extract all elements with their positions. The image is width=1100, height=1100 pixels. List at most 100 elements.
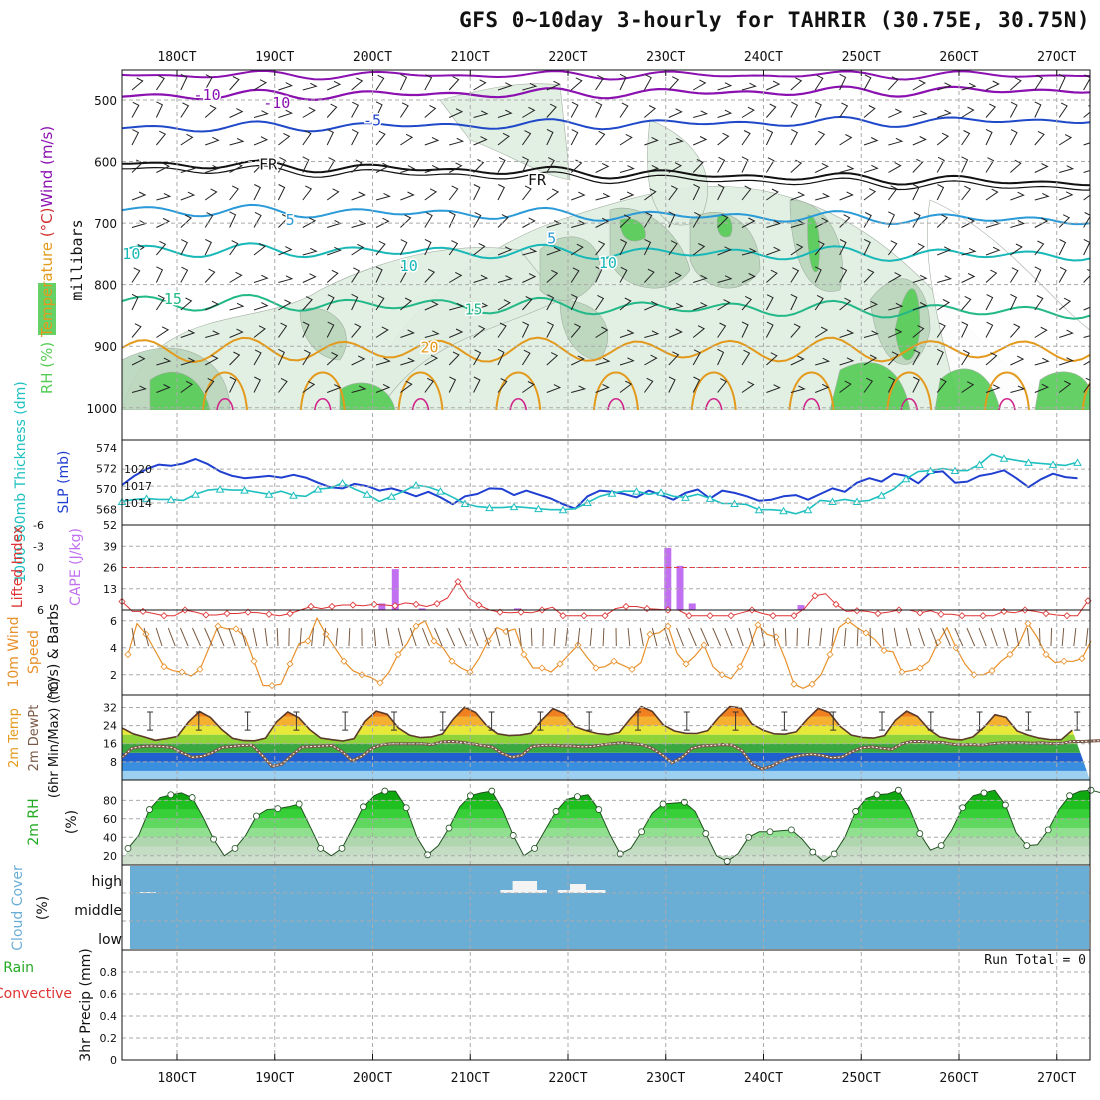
wind-barb — [449, 137, 465, 146]
wind-barb — [741, 217, 756, 228]
wind-barb — [180, 380, 194, 393]
rh-shading — [1034, 371, 1090, 410]
isotherm-25-loop — [495, 371, 542, 410]
wind-barb — [253, 302, 269, 311]
wind-barb — [619, 102, 629, 118]
thickness-point — [558, 505, 568, 514]
surface-wind-barb — [1073, 627, 1077, 647]
isotherm-30-loop — [313, 397, 332, 410]
min-max-bar — [635, 711, 641, 731]
wind-barb — [253, 274, 269, 283]
wind-barb — [766, 103, 777, 118]
wind-barb — [887, 185, 898, 201]
thickness-point — [779, 506, 788, 515]
wind-barb — [156, 162, 171, 173]
slp-tick-label: 1017 — [124, 480, 152, 493]
surface-wind-barb — [942, 627, 951, 647]
thickness-ylabel: 1000-500mb Thickness (dm) — [13, 381, 29, 582]
li-point — [496, 608, 504, 616]
wind-barb — [570, 267, 580, 283]
rh-legend-swatch — [38, 283, 56, 335]
contour-label: 10 — [599, 254, 617, 272]
wind-barb — [497, 109, 513, 118]
wind-barb — [765, 294, 774, 311]
wind-barb — [985, 157, 995, 173]
wind-barb — [302, 349, 311, 366]
wind-barb — [863, 330, 879, 338]
wind-barb — [790, 243, 804, 256]
surface-wind-barb — [506, 627, 512, 647]
min-max-bar — [976, 711, 983, 731]
rh-tick-label: 20 — [103, 850, 117, 863]
wind-barb — [839, 165, 855, 173]
wind-barb — [375, 326, 389, 338]
wind-barb — [961, 273, 976, 283]
wind-barb — [888, 76, 899, 91]
cloud-ylabel-unit: (%) — [35, 896, 51, 920]
wind-point — [808, 680, 816, 688]
contour-label: 15 — [164, 290, 182, 308]
rh-shading — [299, 307, 347, 361]
thickness-point — [656, 488, 666, 496]
wind-barb — [985, 80, 1000, 91]
wind-barb — [936, 156, 945, 173]
wind-barb — [766, 188, 779, 201]
wind-barb — [546, 220, 562, 228]
wind-barb — [546, 188, 560, 201]
cape-bar — [676, 565, 684, 610]
thickness-point — [999, 454, 1009, 462]
wind-point — [340, 657, 348, 665]
wind-barb — [839, 214, 851, 228]
wind-barb — [815, 383, 830, 393]
wind-speed-line — [127, 617, 1092, 689]
contour-label: 10 — [400, 257, 418, 275]
wind-barb — [644, 354, 658, 366]
wind-barb — [326, 157, 336, 173]
wind-barb — [619, 214, 631, 228]
li-point — [727, 612, 735, 620]
wind-barb — [595, 357, 611, 366]
cloud-block — [139, 892, 156, 893]
wind-barb — [204, 238, 212, 256]
wind-point — [520, 650, 528, 659]
wind-barb — [522, 247, 538, 256]
wind-barb — [936, 378, 947, 393]
wind-barb — [278, 299, 292, 311]
li-point — [706, 612, 714, 620]
wind-barb — [131, 77, 144, 91]
wind-barb — [278, 109, 294, 118]
wind-barb — [692, 211, 702, 228]
wind-barb — [961, 185, 972, 201]
wind-barb — [668, 162, 683, 173]
wind-barb — [1059, 329, 1074, 338]
wind-barb — [131, 220, 147, 228]
wind-barb — [1083, 268, 1090, 283]
x-tick-top-label: 22OCT — [548, 50, 587, 65]
rh-point — [895, 786, 902, 794]
wind-barb — [936, 132, 950, 146]
wind-barb — [278, 275, 294, 283]
wind-ylabel: Speed — [26, 630, 42, 674]
wind-barb — [205, 136, 220, 146]
wind-barb — [912, 302, 928, 311]
wind-point — [718, 671, 726, 679]
wind-barb — [131, 385, 147, 393]
wind-barb — [863, 74, 872, 91]
surface-wind-barb — [639, 627, 644, 647]
chart-title: GFS 0~10day 3-hourly for TAHRIR (30.75E,… — [459, 8, 1090, 32]
wind-barb — [912, 79, 926, 91]
rh-point — [1044, 826, 1052, 834]
wind-barb — [741, 349, 751, 366]
rh-point — [167, 791, 175, 799]
wind-barb — [912, 136, 927, 146]
wind-barb — [522, 381, 535, 393]
wind-barb — [692, 158, 704, 173]
li-point — [916, 609, 924, 617]
wind-barb — [155, 294, 165, 311]
wind-barb — [302, 82, 318, 91]
rh-point — [873, 791, 881, 799]
wind-barb — [570, 101, 579, 118]
wind-barb — [985, 352, 998, 366]
wind-barb — [595, 162, 610, 173]
wind-barb — [278, 132, 291, 146]
